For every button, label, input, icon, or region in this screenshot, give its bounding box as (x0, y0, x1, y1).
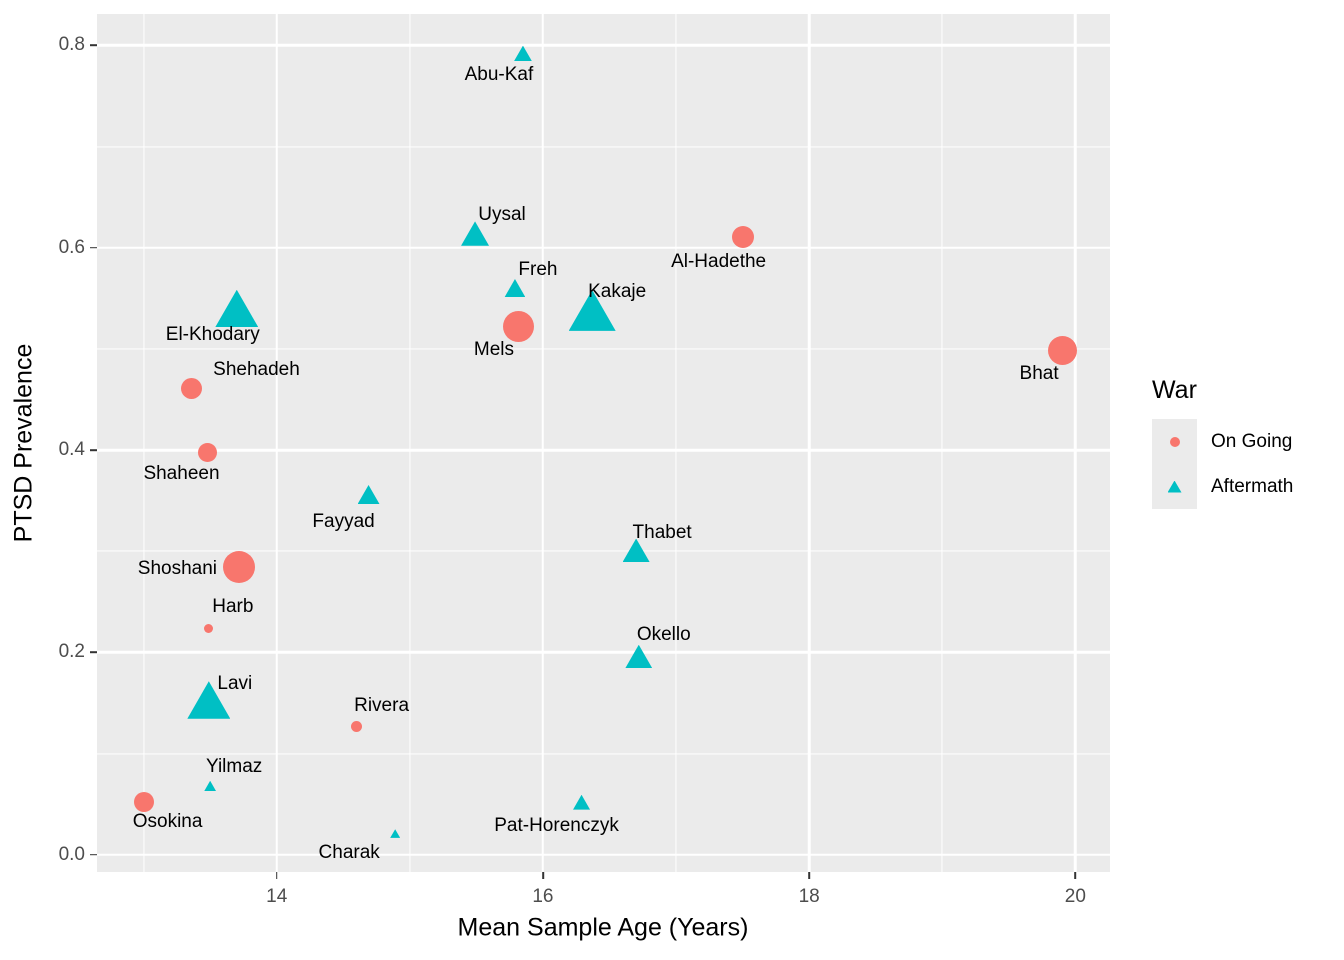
y-tick-mark (90, 449, 97, 451)
x-tick-mark (808, 872, 810, 879)
y-tick-label: 0.8 (58, 34, 85, 56)
point-pat-horenczyk (573, 794, 591, 810)
point-label-al-hadethe: Al-Hadethe (671, 250, 767, 272)
y-tick-mark (90, 854, 97, 856)
y-tick-label: 0.2 (58, 641, 85, 663)
point-label-shehadeh: Shehadeh (213, 359, 300, 381)
y-tick-label: 0.4 (58, 439, 85, 461)
x-tick-label: 18 (798, 886, 820, 907)
x-axis-title: Mean Sample Age (Years) (457, 913, 749, 942)
point-label-thabet: Thabet (632, 522, 692, 544)
y-tick-label: 0.0 (58, 843, 85, 865)
aftermath-triangle-icon (1167, 480, 1182, 493)
legend-title: War (1152, 376, 1197, 404)
gridline-y-major (97, 246, 1110, 249)
legend-item-label: On Going (1211, 430, 1293, 452)
point-label-uysal: Uysal (478, 203, 526, 225)
plot-panel: Osokina Shehadeh Shaheen Shoshani Harb Rivera… (97, 14, 1110, 872)
legend-item-label: Aftermath (1211, 475, 1294, 497)
gridline-x-minor (409, 14, 411, 872)
y-tick-mark (90, 44, 97, 47)
point-label-el-khodary: El-Khodary (165, 324, 260, 346)
gridline-y-major (97, 44, 1110, 47)
point-label-lavi: Lavi (217, 672, 253, 694)
gridline-y-major (97, 651, 1110, 654)
point-mels (503, 311, 535, 343)
point-shehadeh (181, 377, 202, 399)
point-shaheen (197, 442, 217, 462)
gridline-x-major (541, 14, 545, 872)
gridline-y-major (97, 448, 1110, 452)
point-label-okello: Okello (636, 624, 691, 646)
x-tick-label: 16 (532, 886, 554, 907)
legend-item-aftermath: Aftermath (1152, 464, 1293, 509)
point-harb (204, 623, 214, 633)
gridline-x-major (1074, 14, 1077, 872)
point-el-khodary (215, 289, 259, 328)
legend-item-ongoing: On Going (1152, 419, 1293, 464)
gridline-x-minor (142, 14, 145, 872)
point-label-shoshani: Shoshani (137, 558, 218, 580)
gridline-x-major (807, 14, 811, 872)
gridline-y-minor (97, 145, 1110, 148)
point-shoshani (223, 551, 256, 584)
point-label-shaheen: Shaheen (143, 463, 220, 485)
point-label-yilmaz: Yilmaz (205, 755, 263, 777)
legend-key-box (1152, 464, 1197, 509)
gridline-x-minor (675, 14, 677, 872)
point-bhat (1047, 336, 1077, 366)
gridline-y-major (97, 853, 1110, 857)
point-yilmaz (204, 780, 217, 792)
point-osokina (133, 792, 154, 813)
point-label-osokina: Osokina (132, 811, 203, 833)
gridline-y-minor (97, 550, 1110, 552)
ongoing-circle-icon (1169, 436, 1180, 447)
point-al-hadethe (731, 225, 754, 248)
point-fayyad (357, 485, 380, 505)
point-label-fayyad: Fayyad (312, 510, 375, 532)
y-axis-title: PTSD Prevalence (9, 343, 38, 543)
x-tick-mark (275, 872, 278, 879)
x-tick-label: 14 (266, 886, 288, 907)
point-label-harb: Harb (212, 596, 254, 618)
point-label-abu-kaf: Abu-Kaf (464, 64, 534, 86)
x-tick-mark (542, 872, 544, 879)
point-rivera (351, 720, 363, 732)
point-label-pat-horenczyk: Pat-Horenczyk (494, 815, 619, 837)
point-okello (625, 644, 653, 669)
legend: War On Going Aftermath (1152, 376, 1293, 509)
point-label-kakaje: Kakaje (588, 281, 647, 303)
legend-key-box (1152, 419, 1197, 464)
point-freh (504, 279, 526, 298)
y-tick-mark (90, 246, 97, 249)
point-abu-kaf (513, 45, 532, 62)
point-label-bhat: Bhat (1019, 362, 1059, 384)
point-charak (390, 829, 401, 838)
point-label-charak: Charak (318, 841, 380, 863)
gridline-x-minor (941, 14, 943, 872)
gridline-y-minor (97, 348, 1110, 350)
gridline-y-minor (97, 753, 1110, 755)
point-label-rivera: Rivera (354, 695, 410, 717)
point-label-mels: Mels (473, 338, 515, 360)
x-tick-mark (1074, 872, 1077, 879)
x-tick-label: 20 (1064, 886, 1086, 907)
y-tick-label: 0.6 (58, 236, 85, 258)
point-label-freh: Freh (518, 259, 558, 281)
gridline-x-major (275, 14, 278, 872)
y-tick-mark (90, 651, 97, 654)
